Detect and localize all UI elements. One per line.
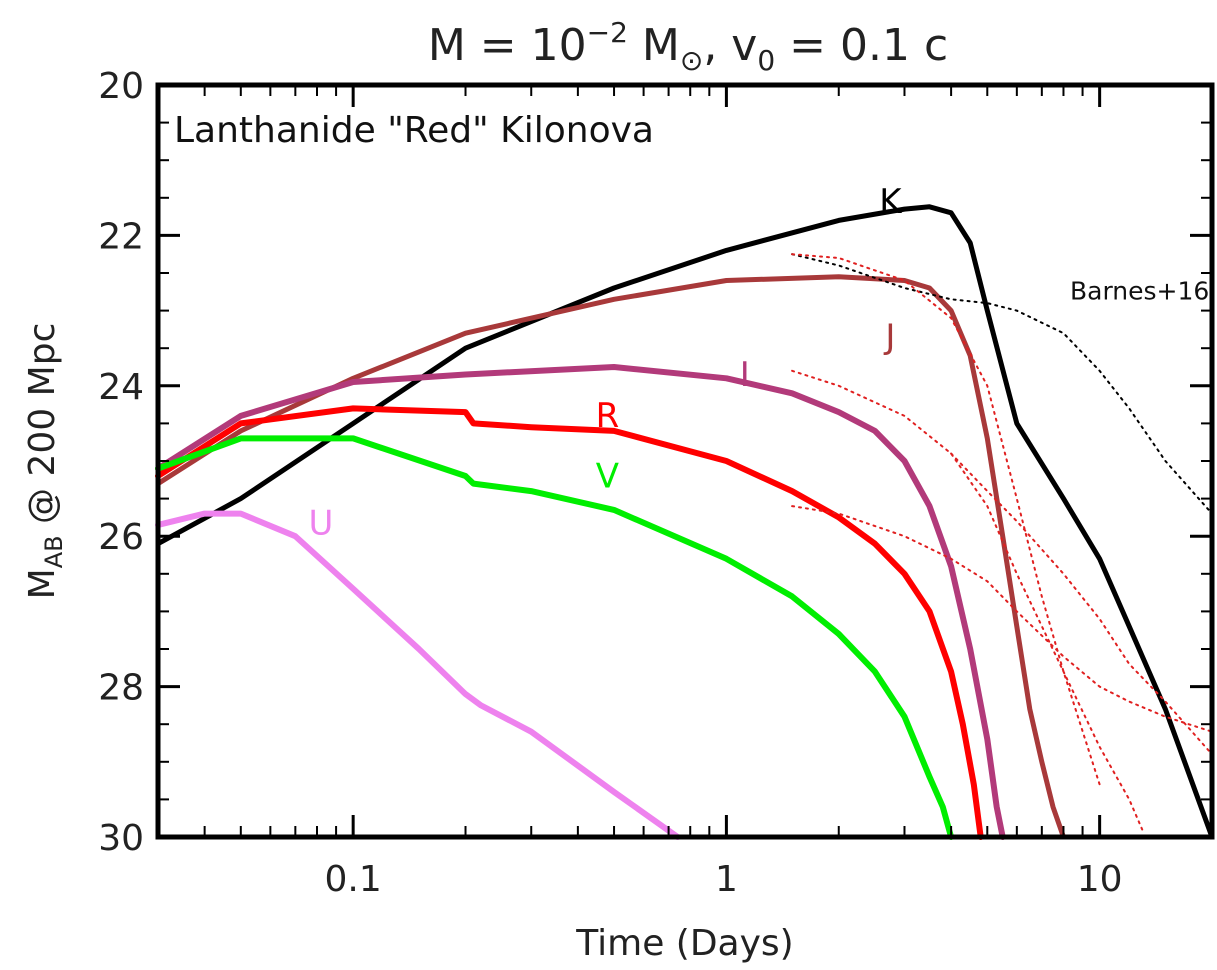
title-part-b: M (628, 20, 680, 71)
reference-curve-3 (791, 369, 1144, 831)
series-line-r (155, 405, 984, 840)
reference-curve-4 (791, 505, 1213, 733)
y-axis-label-sub: AB (40, 535, 68, 568)
series-label-v: V (596, 456, 619, 496)
y-axis-label-rest: @ 200 Mpc (22, 323, 63, 536)
axis-layer: 0.1 1 10 20 22 24 26 28 30 (98, 66, 1213, 900)
series-line-u (155, 510, 681, 840)
series-layer (155, 204, 1215, 840)
series-label-k: K (879, 182, 903, 222)
y-tick-label: 24 (98, 367, 144, 408)
title-exponent: −2 (587, 16, 628, 49)
title-part-a: M = 10 (428, 20, 587, 71)
series-label-i: I (740, 355, 750, 395)
x-tick-label: 0.1 (325, 859, 382, 900)
reference-layer (791, 253, 1213, 831)
series-label-u: U (309, 504, 334, 544)
reference-curve-2 (791, 253, 1101, 786)
y-tick-label: 20 (98, 66, 144, 107)
series-line-j (155, 274, 1066, 840)
y-tick-label: 28 (98, 668, 144, 709)
series-line-k (155, 204, 1215, 840)
y-tick-label: 26 (98, 517, 144, 558)
y-tick-label: 30 (98, 818, 144, 859)
chart-title: M = 10−2 M⊙, v0 = 0.1 c (428, 16, 948, 77)
series-label-r: R (596, 396, 620, 436)
series-line-i (155, 364, 1006, 840)
series-label-j: J (883, 317, 895, 357)
reference-label: Barnes+16 (1070, 276, 1209, 305)
chart-annotation: Lanthanide "Red" Kilonova (174, 110, 654, 151)
y-axis-label: MAB @ 200 Mpc (22, 323, 68, 600)
title-v-subscript: 0 (757, 44, 775, 77)
series-line-v (155, 435, 955, 840)
title-part-d: = 0.1 c (775, 20, 948, 71)
y-axis-label-main: M (22, 568, 63, 599)
x-axis-label: Time (Days) (575, 923, 793, 964)
reference-curve-1 (791, 253, 1213, 515)
x-tick-label: 1 (715, 859, 738, 900)
y-tick-label: 22 (98, 216, 144, 257)
title-sun-symbol: ⊙ (680, 44, 703, 77)
series-label-layer: K J I RV U Barnes+16 (309, 182, 1210, 544)
title-part-c: , v (703, 20, 757, 71)
x-tick-label: 10 (1077, 859, 1123, 900)
